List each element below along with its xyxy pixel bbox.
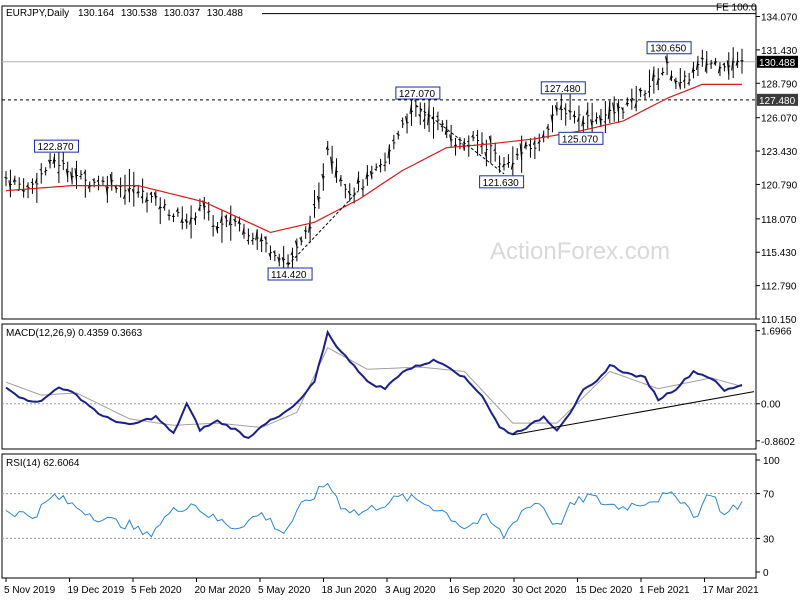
price-panel-title: EURJPY,Daily 130.164 130.538 130.037 130… [6,8,243,19]
date-tick-label: 30 Oct 2020 [512,585,567,596]
date-tick-label: 17 Mar 2021 [703,585,760,596]
callout-label: 125.070 [562,134,599,145]
macd-y-tick-label: -0.8602 [761,437,795,448]
price-callout: 114.420 [268,268,312,281]
price-bar-open [172,216,174,217]
date-tick-label: 19 Dec 2019 [68,585,125,596]
support-level-badge: 127.480 [759,96,796,107]
price-bar-open [516,154,518,155]
date-tick-label: 1 Feb 2021 [639,585,690,596]
price-bar-open [710,64,712,65]
date-tick-label: 3 Aug 2020 [385,585,436,596]
callout-label: 130.650 [650,44,687,55]
price-y-tick-label: 134.070 [761,12,798,23]
price-bar-open [401,121,403,122]
price-callout: 121.630 [480,176,524,189]
macd-y-tick-label: 0.00 [761,400,781,411]
callout-label: 114.420 [271,270,307,281]
ohlc-low: 130.037 [164,8,201,19]
price-y-tick-label: 123.430 [761,147,798,158]
callout-label: 127.480 [544,84,581,95]
callout-label: 121.630 [483,178,520,189]
price-callout: 125.070 [559,132,603,145]
fe-label: FE 100.0 [716,3,757,14]
callout-label: 122.870 [37,142,74,153]
ohlc-open: 130.164 [78,8,115,19]
callout-label: 127.070 [399,89,436,100]
price-y-tick-label: 126.070 [761,114,798,125]
price-y-tick-label: 112.790 [761,282,797,293]
price-callout: 130.650 [647,42,691,55]
rsi-panel-title: RSI(14) 62.6064 [6,458,80,469]
current-price-badge: 130.488 [759,58,796,69]
rsi-y-tick-label: 100 [763,456,780,467]
date-tick-label: 5 Nov 2019 [4,585,56,596]
date-tick-label: 15 Dec 2020 [576,585,633,596]
symbol-title: EURJPY,Daily [6,8,69,19]
price-y-tick-label: 128.790 [761,79,798,90]
price-y-tick-label: 110.150 [761,315,797,326]
ohlc-high: 130.538 [121,8,158,19]
watermark: ActionForex.com [490,238,670,265]
price-bar-open [251,240,253,241]
price-callout: 122.870 [34,140,78,153]
macd-panel-title: MACD(12,26,9) 0.4359 0.3663 [6,328,143,339]
price-bar-open [62,161,64,162]
price-callout: 127.070 [396,87,440,100]
price-y-tick-label: 115.430 [761,248,797,259]
price-y-tick-label: 118.070 [761,215,797,226]
price-bar-open [604,122,606,123]
date-tick-label: 5 Feb 2020 [131,585,182,596]
rsi-y-tick-label: 70 [763,490,775,501]
date-tick-label: 18 Jun 2020 [322,585,377,596]
ohlc-close: 130.488 [207,8,244,19]
rsi-y-tick-label: 0 [763,568,769,579]
macd-y-tick-label: 1.6966 [761,327,792,338]
date-tick-label: 16 Sep 2020 [449,585,506,596]
date-tick-label: 20 Mar 2020 [195,585,252,596]
price-y-tick-label: 120.790 [761,180,798,191]
date-tick-label: 5 May 2020 [258,585,311,596]
price-bar-open [741,61,743,62]
price-callout: 127.480 [541,82,585,95]
price-y-tick-label: 131.430 [761,46,798,57]
rsi-y-tick-label: 30 [763,534,775,545]
